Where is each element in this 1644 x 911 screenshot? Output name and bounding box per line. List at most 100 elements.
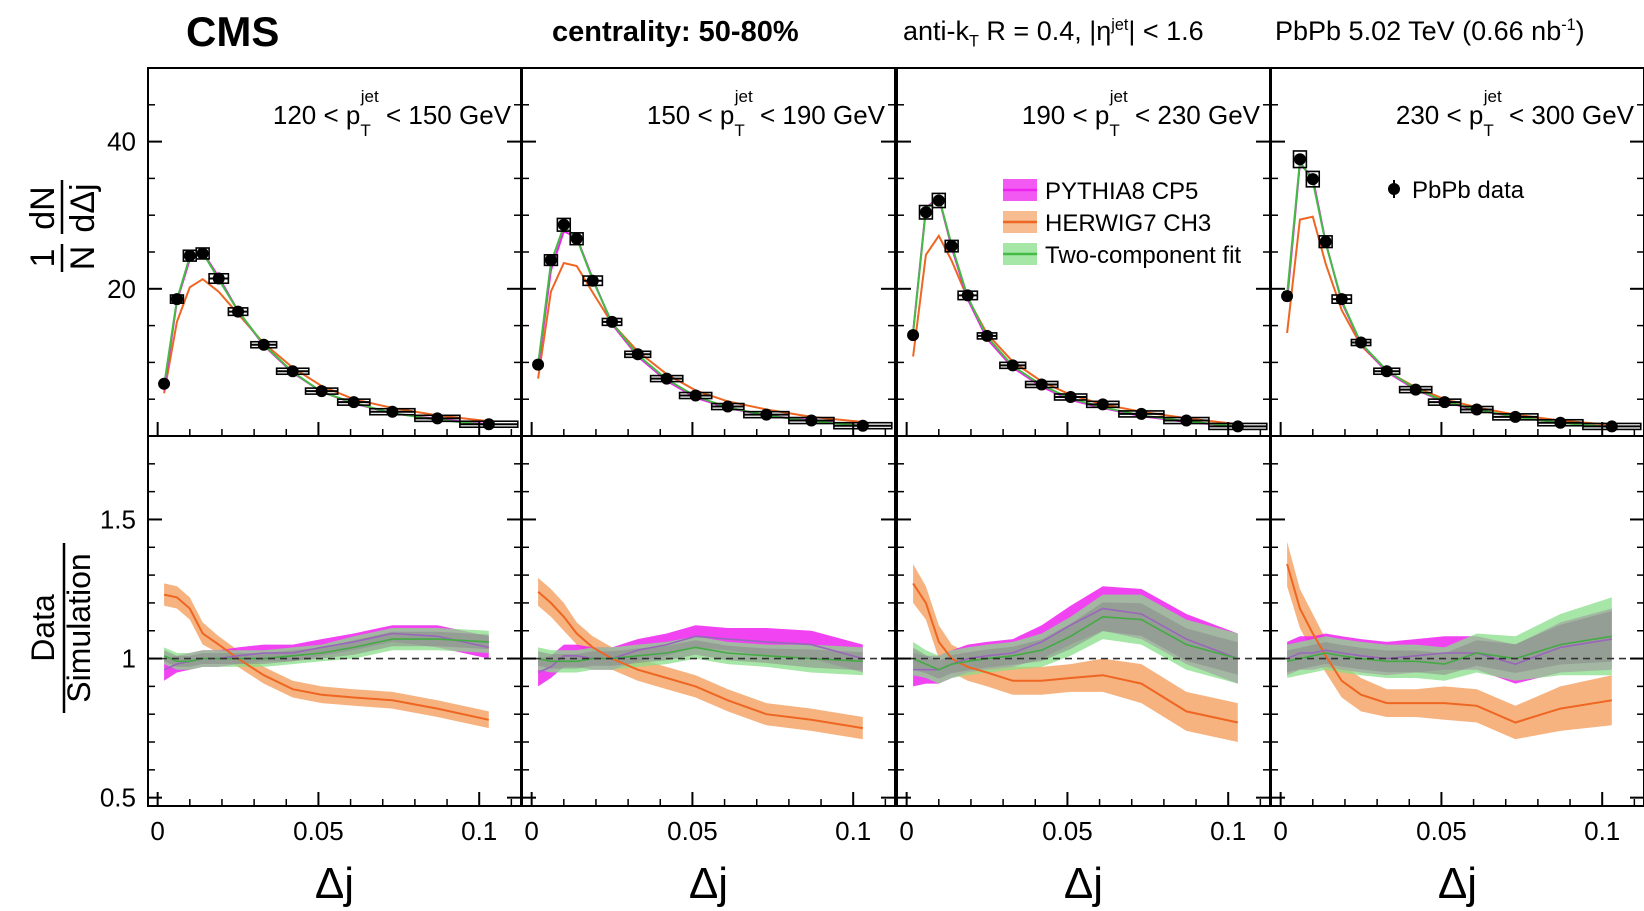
ratio-line-pythia (1286, 638, 1612, 665)
ratio-band-pythia (538, 625, 863, 687)
data-point (919, 206, 932, 219)
ratio-line-herwig (163, 593, 490, 721)
jet-selection-label: anti-kT R = 0.4, |ηjet| < 1.6 (903, 16, 1204, 51)
data-point (760, 408, 773, 421)
pt-range-label: 190 < pTjet < 230 GeV (1022, 87, 1261, 140)
data-point (932, 194, 945, 207)
x-axis-label: Δj (315, 859, 354, 908)
pt-range-label: 120 < pTjet < 150 GeV (273, 87, 512, 140)
legend-herwig-label: HERWIG7 CH3 (1045, 210, 1211, 237)
legend-twocomp-label: Two-component fit (1045, 242, 1241, 269)
data-point (1335, 293, 1348, 306)
data-point (158, 377, 171, 390)
ratio-band-overlap (913, 602, 1238, 679)
x-tick-label: 0.1 (1584, 816, 1620, 846)
legend-data-label: PbPb data (1412, 177, 1525, 204)
centrality-label: centrality: 50-80% (552, 16, 799, 48)
lower-frame (147, 435, 522, 807)
upper-ylabel-den: N (64, 246, 102, 271)
x-tick-label: 0.1 (461, 816, 497, 846)
ratio-line-twocomp (537, 646, 863, 663)
data-point (570, 232, 583, 245)
data-point (1035, 378, 1048, 391)
data-point (660, 372, 673, 385)
ratio-line-herwig (537, 591, 863, 730)
data-point (482, 418, 495, 431)
data-point (1438, 396, 1451, 409)
x-tick-label: 0 (1273, 816, 1287, 846)
ratio-line-herwig (1286, 563, 1612, 724)
ratio-line-twocomp (163, 638, 489, 663)
x-tick-label: 0.05 (1042, 816, 1093, 846)
data-point (1470, 403, 1483, 416)
line-herwig (163, 277, 489, 423)
data-point (689, 389, 702, 402)
x-axis-label: Δj (1064, 859, 1103, 908)
data-point (1231, 420, 1244, 433)
x-tick-label: 0.05 (293, 816, 344, 846)
data-point (431, 412, 444, 425)
data-point (544, 254, 557, 267)
upper-ylabel-den2: dΔj (64, 183, 102, 232)
y-tick-label: 0.5 (100, 783, 136, 813)
panel-4: 230 < pTjet < 300 GeV (1270, 67, 1644, 807)
data-point (183, 249, 196, 262)
data-point (856, 419, 869, 432)
x-tick-label: 0.05 (667, 816, 718, 846)
data-point (606, 315, 619, 328)
data-point (532, 358, 545, 371)
data-point (315, 385, 328, 398)
pt-range-label: 230 < pTjet < 300 GeV (1396, 87, 1635, 140)
data-point (586, 274, 599, 287)
x-tick-label: 0 (150, 816, 164, 846)
upper-ylabel-num: 1 (24, 249, 62, 268)
data-point (961, 289, 974, 302)
upper-y-axis-label: 1 NdN dΔj (24, 180, 102, 272)
data-point (557, 218, 570, 231)
data-point (945, 240, 958, 253)
lower-frame (1270, 435, 1644, 807)
lower-frame (521, 435, 896, 807)
pt-range-label: 150 < pTjet < 190 GeV (647, 87, 886, 140)
ratio-band-herwig (913, 564, 1238, 742)
lower-ylabel-den: Simulation (61, 553, 97, 702)
data-point (386, 405, 399, 418)
upper-ylabel-num2: dN (24, 186, 62, 229)
data-point (1281, 290, 1294, 303)
data-point (196, 247, 209, 260)
x-axis-label: Δj (689, 859, 728, 908)
data-point (1355, 336, 1368, 349)
data-point (1380, 365, 1393, 378)
data-point (1554, 416, 1567, 429)
panel-1: 120 < pTjet < 150 GeV (147, 67, 522, 807)
data-point (347, 396, 360, 409)
ratio-line-pythia (537, 635, 864, 674)
data-point (981, 329, 994, 342)
data-point (1409, 383, 1422, 396)
x-tick-label: 0.1 (1210, 816, 1246, 846)
ratio-line-herwig (912, 582, 1239, 724)
panel-2: 150 < pTjet < 190 GeV (521, 67, 896, 807)
ratio-band-twocomp (538, 636, 863, 676)
y-tick-label: 1 (122, 644, 136, 674)
data-point (286, 365, 299, 378)
x-tick-label: 0.1 (835, 816, 871, 846)
y-tick-label: 40 (107, 127, 136, 157)
data-point (805, 414, 818, 427)
x-axis-label: Δj (1438, 859, 1477, 908)
ratio-band-herwig (1287, 541, 1612, 740)
line-herwig (1286, 215, 1612, 426)
data-point (1319, 235, 1332, 248)
x-tick-label: 0 (524, 816, 538, 846)
legend-pythia-label: PYTHIA8 CP5 (1045, 178, 1198, 205)
y-tick-label: 1.5 (100, 504, 136, 534)
collision-label: PbPb 5.02 TeV (0.66 nb-1) (1275, 16, 1585, 46)
data-point (1135, 407, 1148, 420)
data-point (232, 305, 245, 318)
data-point (170, 293, 183, 306)
y-tick-label: 20 (107, 274, 136, 304)
lower-y-axis-label: Data Simulation (25, 543, 97, 713)
data-point (1006, 359, 1019, 372)
experiment-label: CMS (186, 8, 280, 55)
